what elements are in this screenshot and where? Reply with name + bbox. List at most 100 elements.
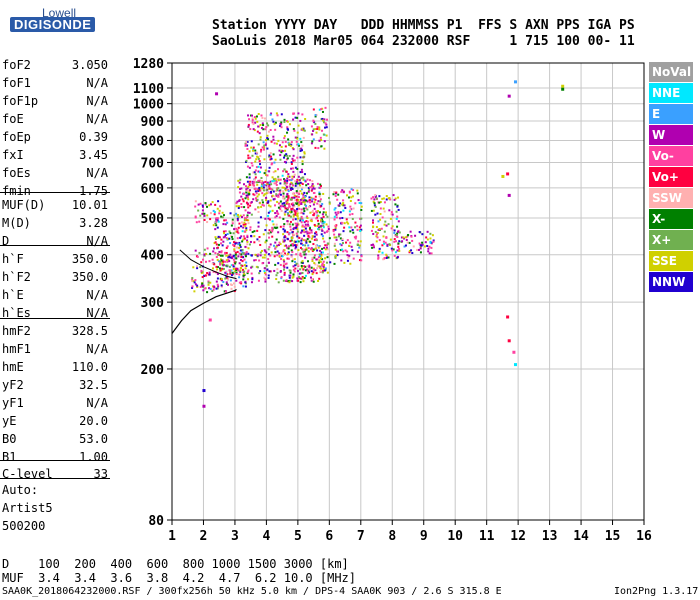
echo-point	[231, 222, 234, 225]
echo-point	[235, 267, 238, 270]
echo-point	[421, 241, 424, 244]
echo-point	[209, 288, 212, 291]
echo-point	[259, 138, 262, 141]
echo-point	[300, 277, 303, 280]
echo-point	[295, 180, 298, 183]
echo-point	[255, 166, 258, 169]
echo-point	[318, 126, 321, 129]
echo-point	[246, 243, 249, 246]
echo-point	[271, 194, 274, 197]
echo-point	[396, 256, 399, 259]
echo-point	[194, 205, 197, 208]
echo-point	[289, 274, 292, 277]
echo-point	[328, 202, 331, 205]
echo-point	[217, 236, 220, 239]
echo-point	[403, 237, 406, 240]
echo-point	[286, 154, 289, 157]
echo-point	[300, 242, 303, 245]
echo-point	[285, 161, 288, 164]
echo-point	[345, 218, 348, 221]
echo-point	[341, 242, 344, 245]
echo-point	[411, 239, 414, 242]
echo-point	[300, 147, 303, 150]
echo-point	[257, 190, 260, 193]
echo-point	[374, 205, 377, 208]
echo-point	[260, 114, 263, 117]
echo-point	[352, 189, 355, 192]
echo-point	[279, 263, 282, 266]
echo-point	[310, 237, 313, 240]
echo-point	[314, 269, 317, 272]
echo-point	[269, 187, 272, 190]
echo-point	[288, 223, 291, 226]
echo-point	[334, 227, 337, 230]
echo-point	[242, 200, 245, 203]
echo-point	[353, 236, 356, 239]
echo-point	[200, 284, 203, 287]
param-value: N/A	[86, 76, 108, 90]
param-value: 3.45	[79, 148, 108, 162]
echo-point	[311, 198, 314, 201]
echo-point	[247, 206, 250, 209]
echo-point	[245, 229, 248, 232]
param-value: N/A	[86, 288, 108, 302]
echo-point	[284, 179, 287, 182]
echo-point	[394, 251, 397, 254]
echo-point	[277, 281, 280, 284]
echo-point	[337, 211, 340, 214]
echo-point	[281, 141, 284, 144]
echo-point	[275, 215, 278, 218]
echo-point	[301, 248, 304, 251]
echo-point	[279, 124, 282, 127]
echo-point	[280, 277, 283, 280]
echo-point	[311, 140, 314, 143]
echo-point	[289, 220, 292, 223]
echo-point	[339, 233, 342, 236]
echo-point	[280, 204, 283, 207]
echo-point	[358, 259, 361, 262]
param-row-ye: yE 20.0	[2, 412, 108, 430]
echo-point	[269, 180, 272, 183]
echo-point	[287, 173, 290, 176]
echo-point	[305, 247, 308, 250]
echo-point	[247, 185, 250, 188]
echo-point	[219, 258, 222, 261]
echo-point	[293, 159, 296, 162]
echo-point	[220, 259, 223, 262]
echo-point	[302, 219, 305, 222]
echo-point	[375, 197, 378, 200]
echo-point	[427, 250, 430, 253]
echo-point	[317, 246, 320, 249]
echo-point	[312, 197, 315, 200]
echo-point	[301, 271, 304, 274]
echo-point	[384, 220, 387, 223]
echo-point	[263, 249, 266, 252]
echo-point	[339, 202, 342, 205]
echo-point	[253, 194, 256, 197]
echo-point	[261, 203, 264, 206]
echo-point	[267, 138, 270, 141]
x-tick-label: 10	[447, 529, 463, 544]
echo-point	[287, 203, 290, 206]
echo-point	[264, 217, 267, 220]
echo-point	[348, 213, 351, 216]
echo-point	[385, 224, 388, 227]
echo-point	[264, 117, 267, 120]
echo-point	[207, 280, 210, 283]
echo-point	[373, 202, 376, 205]
echo-point	[334, 254, 337, 257]
echo-point	[265, 184, 268, 187]
echo-point	[307, 183, 310, 186]
echo-point	[215, 224, 218, 227]
echo-point	[209, 218, 212, 221]
echo-point	[232, 241, 235, 244]
echo-point	[231, 271, 234, 274]
echo-point	[291, 231, 294, 234]
echo-point	[296, 143, 299, 146]
echo-point	[217, 253, 220, 256]
echo-point	[341, 238, 344, 241]
echo-point	[304, 274, 307, 277]
echo-point	[216, 226, 219, 229]
echo-point	[320, 267, 323, 270]
echo-point	[284, 149, 287, 152]
